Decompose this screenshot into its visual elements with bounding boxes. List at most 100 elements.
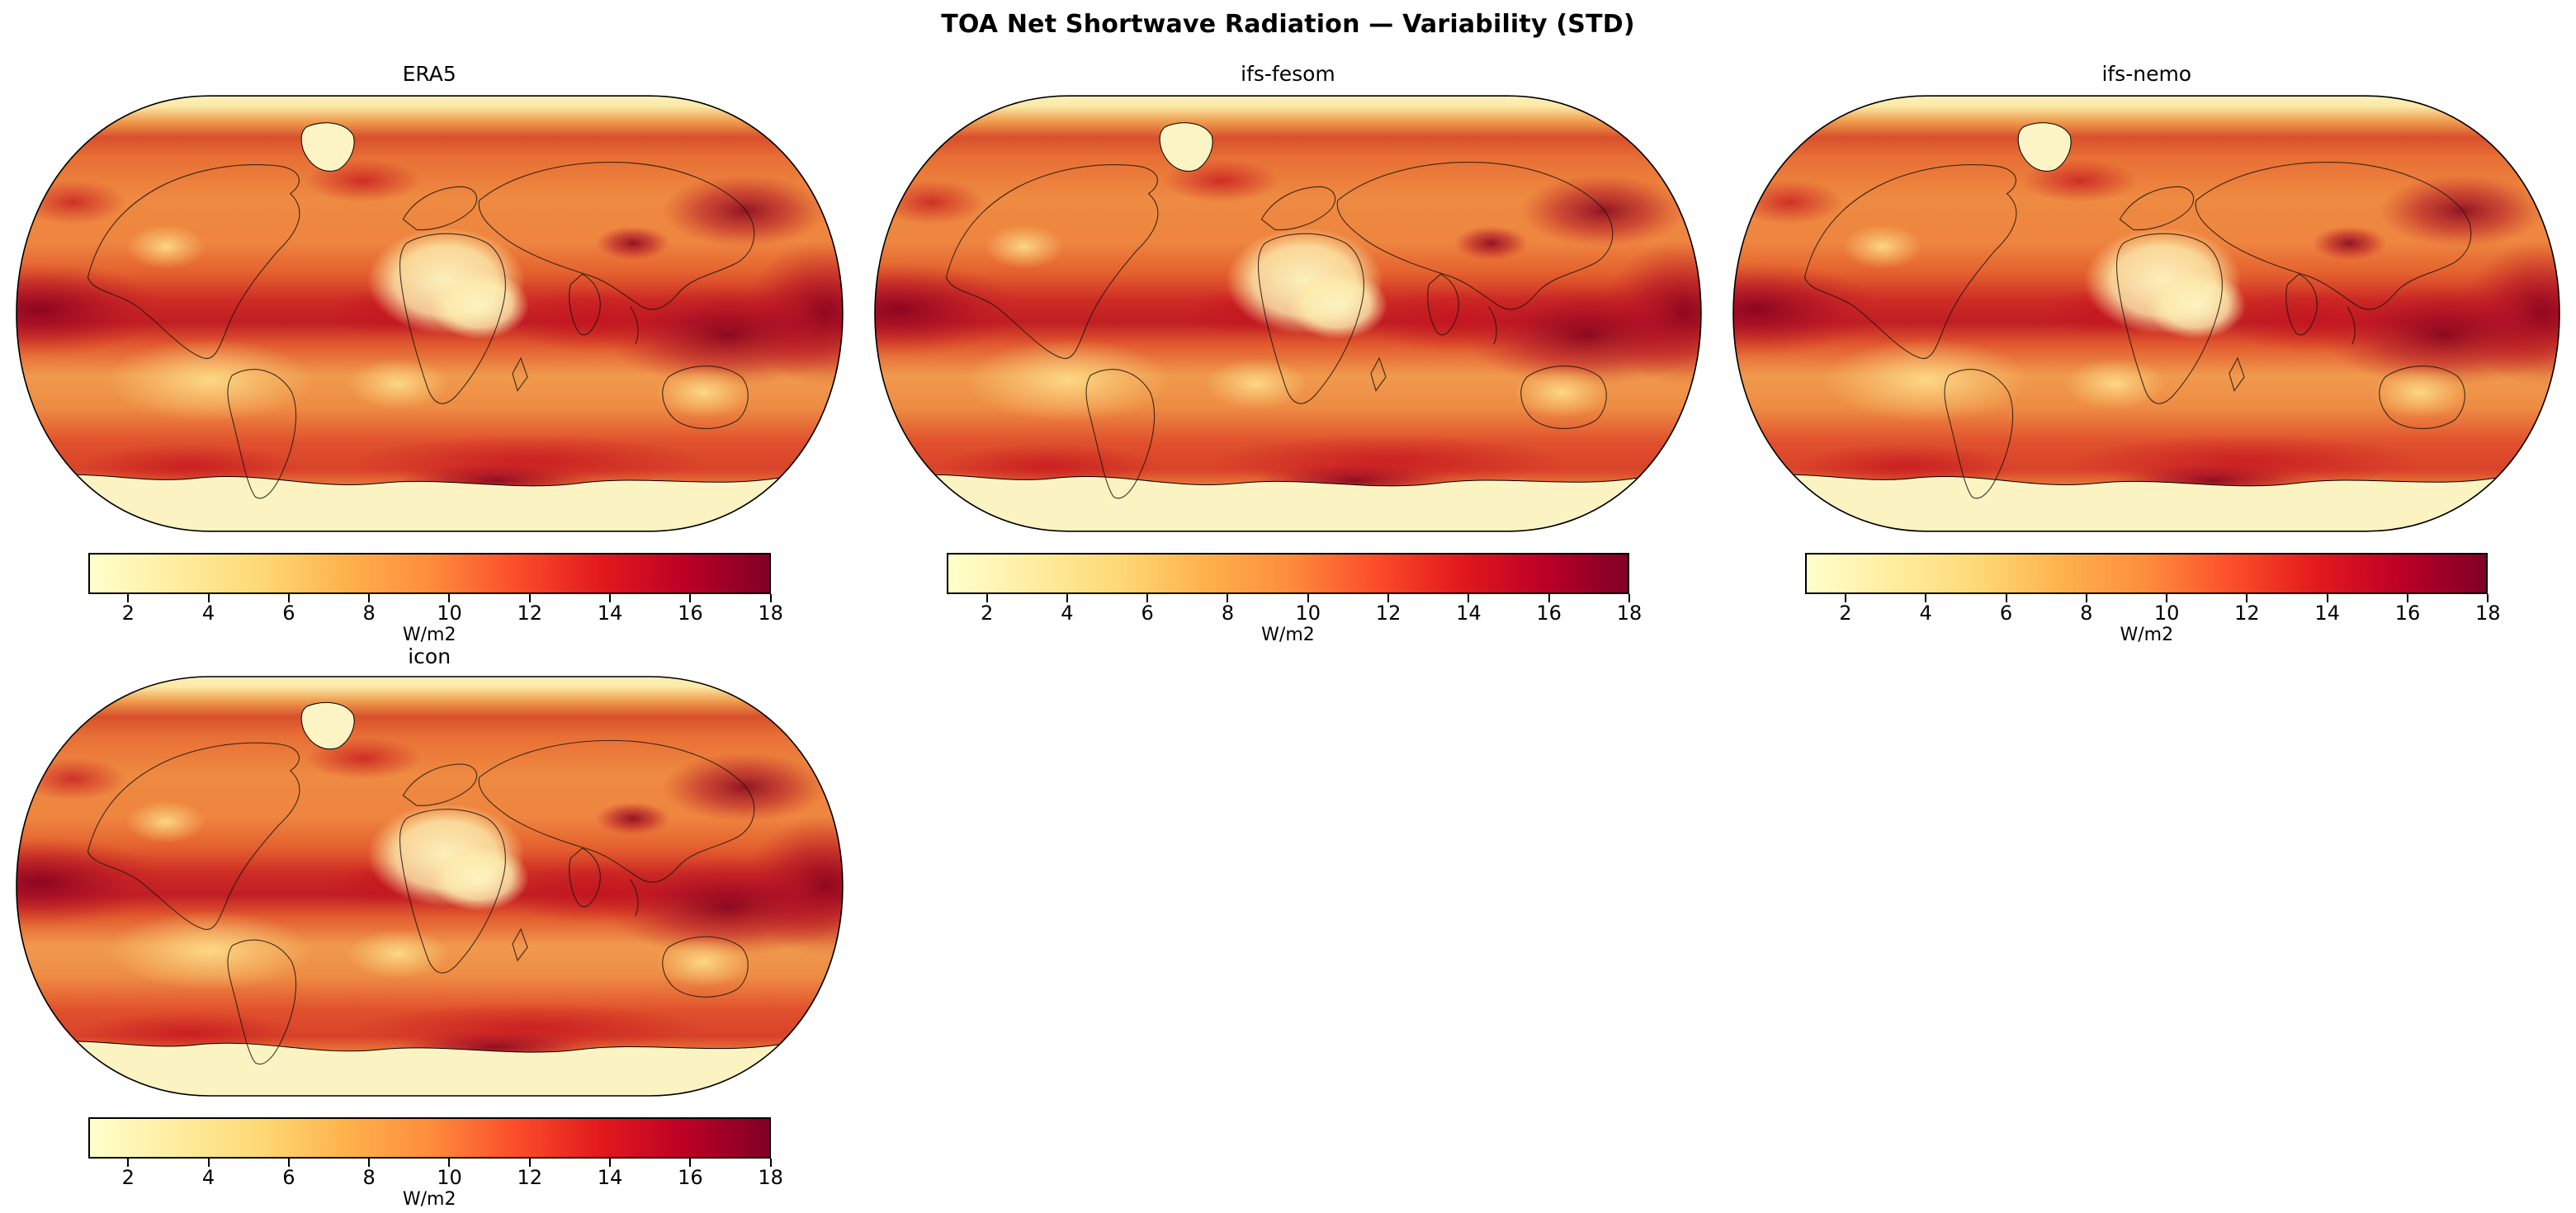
colorbar-tick-label: 10 <box>2153 602 2180 625</box>
colorbar-tick-label: 12 <box>517 602 543 625</box>
colorbar-tick-mark <box>769 1159 772 1167</box>
colorbar-tick-label: 14 <box>597 1166 623 1189</box>
colorbar-tick-label: 2 <box>1839 602 1852 625</box>
colorbar-unit-label: W/m2 <box>402 1189 456 1210</box>
colorbar-icon: 2 4 6 8 10 12 14 16 18 W/m2 <box>87 1117 783 1210</box>
colorbar-tick-mark <box>1844 594 1846 602</box>
colorbar-gradient <box>1805 553 2489 594</box>
panel-title-era5: ERA5 <box>402 62 456 86</box>
panel-row-bottom: icon 2 4 6 8 10 12 14 16 18 W/m2 <box>0 645 2576 1210</box>
colorbar-tick-label: 6 <box>282 1166 295 1189</box>
colorbar-tick-mark <box>448 594 451 602</box>
colorbar-tick-mark <box>609 1159 612 1167</box>
colorbar-tick-mark <box>127 1159 130 1167</box>
panel-title-ifs-fesom: ifs-fesom <box>1241 62 1335 86</box>
colorbar-tick-mark <box>769 594 772 602</box>
colorbar-gradient <box>87 553 771 594</box>
colorbar-tick-label: 16 <box>678 1166 703 1189</box>
colorbar-tick-label: 6 <box>1999 602 2013 625</box>
map-icon <box>15 672 844 1101</box>
colorbar-gradient <box>946 553 1629 594</box>
colorbar-gradient <box>87 1117 771 1159</box>
colorbar-tick-mark <box>1066 594 1068 602</box>
colorbar-tick-mark <box>1227 594 1229 602</box>
colorbar-tick-mark <box>1925 594 1927 602</box>
colorbar-tick-mark <box>287 1159 290 1167</box>
colorbar-tick-mark <box>1468 594 1470 602</box>
figure-title: TOA Net Shortwave Radiation — Variabilit… <box>941 10 1635 39</box>
colorbar-tick-mark <box>2487 594 2489 602</box>
colorbar-tick-mark <box>368 594 371 602</box>
colorbar-tick-mark <box>127 594 130 602</box>
map-era5 <box>15 91 844 536</box>
colorbar-tick-mark <box>2326 594 2328 602</box>
colorbar-tick-label: 10 <box>437 602 462 625</box>
colorbar-tick-label: 6 <box>1141 602 1154 625</box>
colorbar-tick-mark <box>448 1159 451 1167</box>
colorbar-tick-label: 12 <box>2234 602 2260 625</box>
colorbar-tick-label: 12 <box>517 1166 543 1189</box>
colorbar-tick-mark <box>2406 594 2408 602</box>
colorbar-ticks: 2 4 6 8 10 12 14 16 18 <box>947 594 1642 625</box>
colorbar-tick-label: 8 <box>1221 602 1235 625</box>
colorbar-tick-mark <box>1146 594 1149 602</box>
colorbar-tick-mark <box>2085 594 2087 602</box>
colorbar-unit-label: W/m2 <box>1261 625 1315 645</box>
colorbar-tick-mark <box>2166 594 2168 602</box>
map-ifs-nemo <box>1732 91 2561 536</box>
colorbar-ifs-nemo: 2 4 6 8 10 12 14 16 18 W/m2 <box>1805 553 2501 645</box>
panel-title-icon: icon <box>408 644 451 668</box>
colorbar-tick-label: 10 <box>437 1166 462 1189</box>
panel-ifs-fesom: ifs-fesom 2 4 6 8 10 12 14 16 18 W/m2 <box>858 40 1717 645</box>
colorbar-tick-label: 14 <box>2314 602 2340 625</box>
colorbar-tick-label: 14 <box>597 602 623 625</box>
colorbar-tick-mark <box>207 594 210 602</box>
panel-row-top: ERA5 2 4 6 8 10 12 14 16 18 W/m2 ifs-fesom 2 4 6 8 1… <box>0 40 2576 645</box>
colorbar-ticks: 2 4 6 8 10 12 14 16 18 <box>1805 594 2501 625</box>
panel-era5: ERA5 2 4 6 8 10 12 14 16 18 W/m2 <box>0 40 858 645</box>
colorbar-tick-mark <box>207 1159 210 1167</box>
colorbar-tick-mark <box>1628 594 1630 602</box>
colorbar-tick-label: 4 <box>201 602 215 625</box>
colorbar-ifs-fesom: 2 4 6 8 10 12 14 16 18 W/m2 <box>946 553 1642 645</box>
colorbar-tick-label: 18 <box>1616 602 1642 625</box>
colorbar-tick-mark <box>1387 594 1390 602</box>
colorbar-tick-mark <box>2246 594 2248 602</box>
colorbar-tick-mark <box>985 594 988 602</box>
colorbar-tick-mark <box>609 594 612 602</box>
colorbar-tick-label: 2 <box>121 1166 135 1189</box>
colorbar-tick-label: 4 <box>201 1166 215 1189</box>
colorbar-tick-label: 16 <box>2394 602 2421 625</box>
colorbar-tick-mark <box>287 594 290 602</box>
colorbar-tick-label: 6 <box>282 602 295 625</box>
colorbar-tick-label: 2 <box>980 602 994 625</box>
colorbar-ticks: 2 4 6 8 10 12 14 16 18 <box>88 594 783 625</box>
colorbar-tick-label: 18 <box>758 602 783 625</box>
panel-title-ifs-nemo: ifs-nemo <box>2101 62 2192 86</box>
colorbar-era5: 2 4 6 8 10 12 14 16 18 W/m2 <box>87 553 783 645</box>
colorbar-unit-label: W/m2 <box>402 625 456 645</box>
colorbar-tick-mark <box>2005 594 2007 602</box>
colorbar-tick-label: 2 <box>121 602 135 625</box>
colorbar-tick-label: 8 <box>362 602 376 625</box>
colorbar-tick-mark <box>1307 594 1309 602</box>
colorbar-tick-mark <box>368 1159 371 1167</box>
colorbar-tick-mark <box>689 594 692 602</box>
colorbar-tick-mark <box>1548 594 1550 602</box>
colorbar-tick-label: 8 <box>362 1166 376 1189</box>
colorbar-tick-mark <box>689 1159 692 1167</box>
colorbar-tick-label: 4 <box>1061 602 1074 625</box>
colorbar-tick-label: 18 <box>758 1166 783 1189</box>
colorbar-tick-label: 14 <box>1456 602 1482 625</box>
panel-ifs-nemo: ifs-nemo 2 4 6 8 10 12 14 16 18 W/m2 <box>1718 40 2576 645</box>
colorbar-tick-label: 12 <box>1375 602 1401 625</box>
colorbar-tick-mark <box>528 594 531 602</box>
colorbar-tick-label: 16 <box>1536 602 1562 625</box>
colorbar-ticks: 2 4 6 8 10 12 14 16 18 <box>88 1159 783 1190</box>
colorbar-tick-label: 16 <box>678 602 703 625</box>
map-ifs-fesom <box>873 91 1703 536</box>
panel-icon: icon 2 4 6 8 10 12 14 16 18 W/m2 <box>0 645 858 1210</box>
colorbar-tick-label: 10 <box>1295 602 1321 625</box>
colorbar-tick-mark <box>528 1159 531 1167</box>
